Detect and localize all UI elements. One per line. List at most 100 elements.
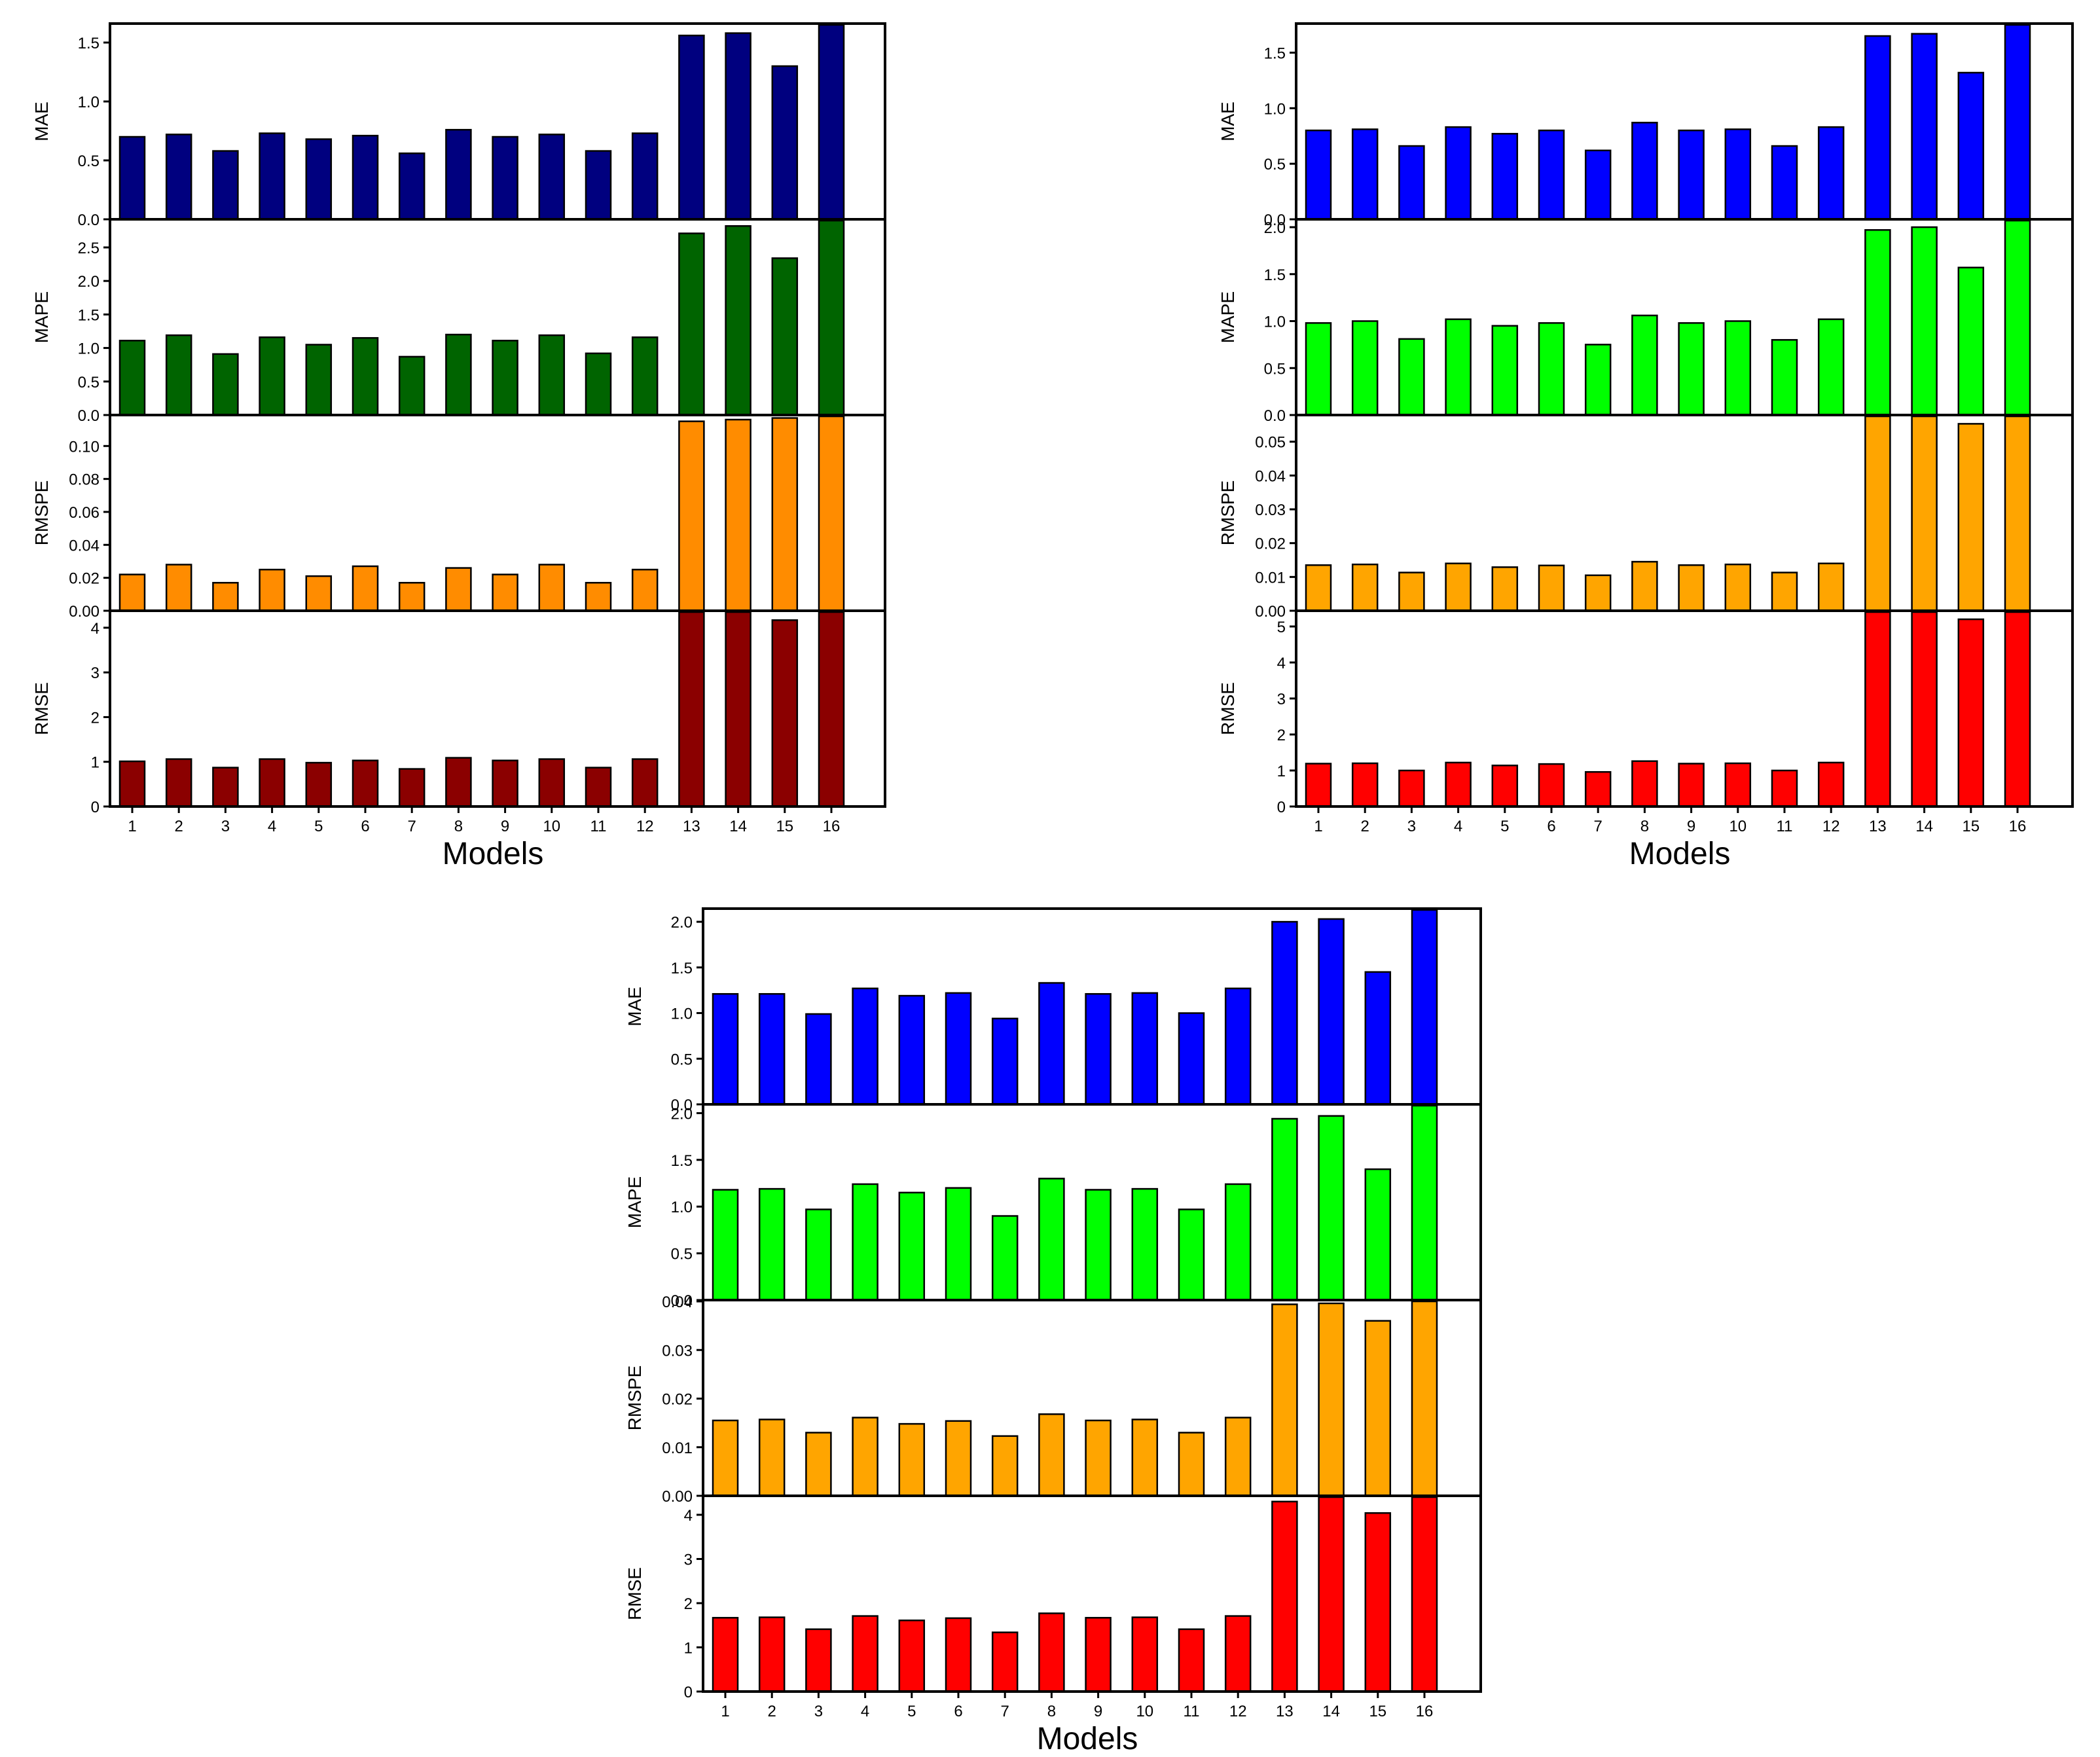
bar-mape-model-12 xyxy=(1817,318,1845,416)
bar-rmse-model-10 xyxy=(1724,762,1752,808)
bar-rmse-model-5 xyxy=(898,1620,926,1693)
bar-mape-model-12 xyxy=(631,336,659,416)
y-axis-label: MAE xyxy=(625,987,645,1026)
bar-mae-model-5 xyxy=(305,138,333,221)
bar-rmse-model-12 xyxy=(631,758,659,808)
y-tick-label: 0.02 xyxy=(1255,535,1286,553)
bar-rmspe-model-16 xyxy=(2004,415,2031,612)
bar-rmspe-model-10 xyxy=(538,564,566,612)
bar-mae-model-2 xyxy=(758,993,786,1106)
bar-mae-model-2 xyxy=(1351,128,1379,221)
y-tick-label: 1.5 xyxy=(1264,266,1286,284)
bar-rmspe-model-16 xyxy=(1411,1300,1438,1497)
y-tick-label: 2 xyxy=(91,709,100,727)
bar-rmse-model-4 xyxy=(1445,761,1472,808)
bar-rmse-model-12 xyxy=(1224,1615,1252,1693)
x-tick-label: 12 xyxy=(1229,1703,1247,1720)
bar-mae-model-16 xyxy=(1411,909,1438,1106)
bar-rmspe-model-4 xyxy=(1445,562,1472,612)
y-tick-label: 1 xyxy=(91,754,100,772)
panel-mae: 0.0 0.5 1.0 1.5 2.0 MAE xyxy=(625,907,1482,1114)
bar-rmspe-model-14 xyxy=(725,418,751,612)
x-tick-label: 13 xyxy=(1869,818,1887,835)
bar-rmspe-model-13 xyxy=(678,420,705,612)
bar-rmspe-model-15 xyxy=(771,417,799,612)
bar-rmspe-model-11 xyxy=(1178,1432,1205,1497)
bar-rmspe-model-9 xyxy=(1678,564,1705,612)
bar-rmse-model-7 xyxy=(1584,770,1612,808)
bar-mae-model-6 xyxy=(1538,129,1565,221)
x-tick-label: 5 xyxy=(907,1703,916,1720)
y-tick-label: 1 xyxy=(1277,763,1286,780)
bar-mae-model-3 xyxy=(1398,145,1425,221)
y-tick-label: 1.0 xyxy=(1264,100,1286,118)
bar-mae-model-15 xyxy=(1957,71,1985,221)
y-tick-label: 1.0 xyxy=(1264,314,1286,331)
bar-mape-model-14 xyxy=(1911,226,1938,416)
x-tick-label: 15 xyxy=(1962,818,1980,835)
bar-rmspe-model-15 xyxy=(1364,1320,1392,1497)
y-tick-label: 3 xyxy=(684,1551,693,1569)
y-tick-label: 0.0 xyxy=(78,407,100,425)
panel-mape: 0.0 0.5 1.0 1.5 2.0 MAPE xyxy=(1218,218,2074,425)
panel-rmspe: 0.00 0.01 0.02 0.03 0.04 RMSPE xyxy=(625,1294,1482,1506)
bar-rmspe-model-13 xyxy=(1271,1303,1298,1497)
y-tick-label: 0.0 xyxy=(78,211,100,229)
bar-rmspe-model-2 xyxy=(758,1419,786,1497)
x-tick-label: 12 xyxy=(1822,818,1840,835)
bar-mape-model-12 xyxy=(1224,1183,1252,1301)
bar-rmspe-model-4 xyxy=(852,1417,878,1497)
bar-mae-model-16 xyxy=(818,24,845,221)
bar-rmspe-model-1 xyxy=(1305,564,1332,612)
y-tick-label: 2.5 xyxy=(78,240,100,257)
bar-mae-model-14 xyxy=(1318,918,1345,1106)
bar-mape-model-10 xyxy=(538,334,566,416)
x-tick-label: 2 xyxy=(175,818,183,835)
y-tick-label: 0.0 xyxy=(1264,407,1286,425)
bar-mae-model-5 xyxy=(1491,133,1519,221)
x-tick-label: 12 xyxy=(636,818,654,835)
y-tick-label: 0.04 xyxy=(69,537,100,554)
bar-rmse-model-2 xyxy=(758,1616,786,1693)
y-tick-label: 1.5 xyxy=(671,1152,693,1170)
bar-rmspe-model-16 xyxy=(818,415,845,612)
bar-mape-model-1 xyxy=(712,1189,739,1301)
bar-rmse-model-1 xyxy=(118,760,146,808)
bar-mape-model-16 xyxy=(818,219,845,416)
y-tick-label: 0.03 xyxy=(1255,501,1286,519)
x-tick-label: 1 xyxy=(1314,818,1322,835)
bar-mape-model-8 xyxy=(1038,1178,1065,1301)
bar-rmse-model-1 xyxy=(1305,763,1332,808)
y-tick-label: 4 xyxy=(684,1507,693,1525)
bar-mae-model-12 xyxy=(631,132,659,221)
y-tick-label: 0.00 xyxy=(662,1488,693,1506)
bar-rmspe-model-14 xyxy=(1911,415,1938,612)
bar-mae-model-13 xyxy=(678,34,705,221)
bar-mape-model-14 xyxy=(1318,1115,1345,1301)
bar-mape-model-5 xyxy=(1491,325,1519,416)
bar-mape-model-5 xyxy=(305,344,333,416)
bar-rmse-model-15 xyxy=(1364,1512,1392,1693)
bar-mae-model-7 xyxy=(398,152,425,221)
bar-rmse-model-12 xyxy=(1817,761,1845,808)
x-tick-label: 11 xyxy=(1777,818,1793,835)
bar-rmspe-model-5 xyxy=(898,1422,926,1497)
bar-mape-model-4 xyxy=(852,1183,878,1301)
x-tick-label: 4 xyxy=(1454,818,1462,835)
y-tick-label: 0.10 xyxy=(69,438,100,456)
chart-top-right: 0.00.51.01.5MAE0.00.51.01.52.0MAPE0.000.… xyxy=(1218,22,2074,871)
x-tick-label: 4 xyxy=(861,1703,869,1720)
x-tick-label: 5 xyxy=(1500,818,1509,835)
bar-rmspe-model-15 xyxy=(1957,423,1985,612)
x-tick-label: 8 xyxy=(454,818,463,835)
bar-mape-model-6 xyxy=(945,1187,972,1301)
bar-mape-model-7 xyxy=(398,355,425,416)
panel-rmspe: 0.00 0.01 0.02 0.03 0.04 0.05 RMSPE xyxy=(1218,414,2074,621)
x-tick-label: 3 xyxy=(814,1703,823,1720)
bar-rmspe-model-1 xyxy=(118,573,146,612)
bar-rmspe-model-7 xyxy=(991,1435,1019,1497)
bar-rmspe-model-6 xyxy=(1538,564,1565,612)
bar-rmse-model-3 xyxy=(805,1628,832,1693)
